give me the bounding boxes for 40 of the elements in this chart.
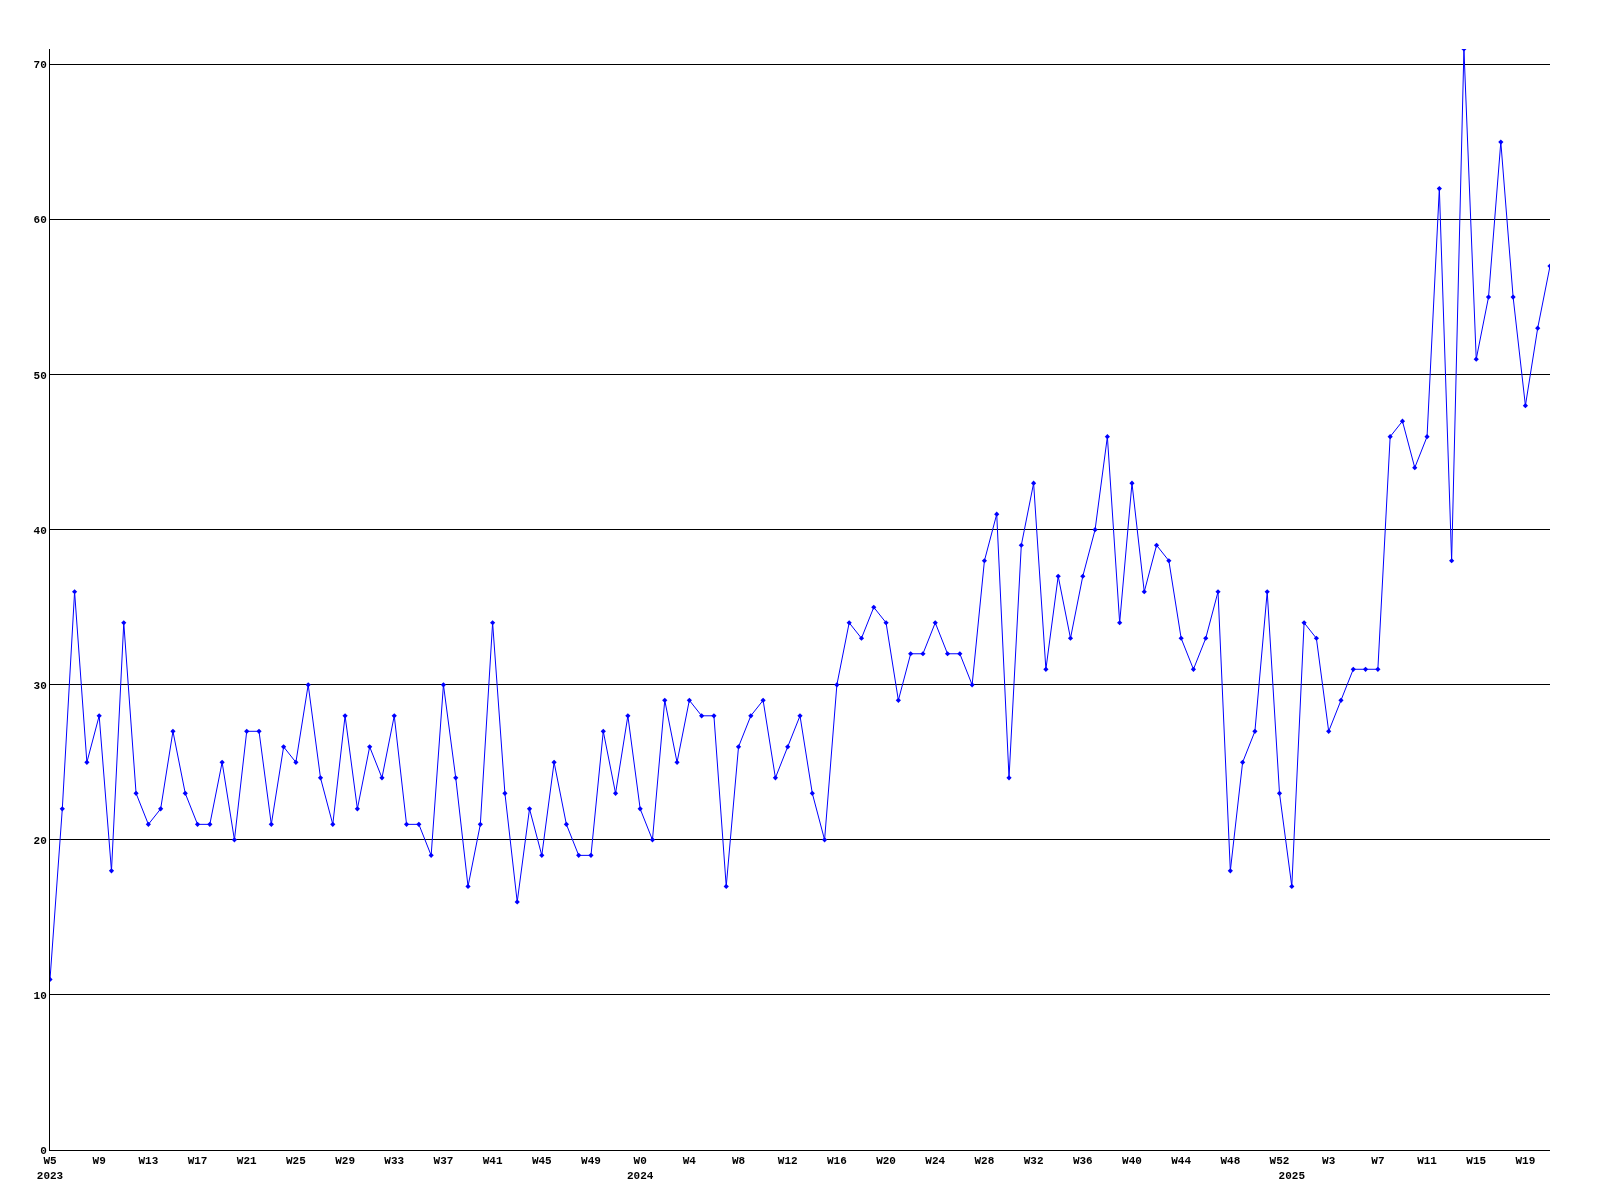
- y-tick-label: 70: [33, 59, 47, 72]
- y-tick-label: 30: [33, 679, 47, 692]
- x-tick-label: W48: [1220, 1155, 1241, 1168]
- y-tick-label: 50: [33, 369, 47, 382]
- y-tick-label: 10: [33, 989, 47, 1002]
- x-tick-label: W28: [974, 1155, 995, 1168]
- x-tick-label: W3: [1322, 1155, 1336, 1168]
- x-tick-label: W11: [1417, 1155, 1438, 1168]
- x-tick-label: W0 2024: [626, 1155, 654, 1182]
- x-tick-label: W19: [1515, 1155, 1536, 1168]
- x-tick-label: W36: [1072, 1155, 1093, 1168]
- x-tick-label: W4: [682, 1155, 697, 1168]
- y-tick-label: 20: [33, 834, 47, 847]
- x-tick-label: W25: [285, 1155, 307, 1168]
- x-tick-label: W29: [335, 1155, 355, 1168]
- x-tick-label: W9: [92, 1155, 106, 1168]
- x-tick-label: W24: [925, 1155, 946, 1168]
- x-tick-label: W45: [531, 1155, 553, 1168]
- x-tick-label: W20: [876, 1155, 896, 1168]
- x-tick-label: W32: [1023, 1155, 1044, 1168]
- y-tick-label: 40: [33, 524, 47, 537]
- x-tick-label: W41: [482, 1155, 503, 1168]
- x-tick-label: W44: [1171, 1155, 1192, 1168]
- x-tick-label: W7: [1371, 1155, 1385, 1168]
- x-tick-label: W15: [1466, 1155, 1487, 1168]
- x-tick-label: W21: [236, 1155, 258, 1168]
- x-tick-label: W33: [384, 1155, 405, 1168]
- x-tick-label: W12: [777, 1155, 798, 1168]
- y-tick-label: 60: [33, 214, 47, 227]
- x-tick-label: W37: [433, 1155, 454, 1168]
- y-tick-label: 0: [40, 1144, 47, 1157]
- x-tick-label: 2025: [1278, 1169, 1306, 1182]
- x-tick-label: W8: [731, 1155, 746, 1168]
- x-tick-label: W52: [1269, 1155, 1290, 1168]
- x-tick-label: W49: [581, 1155, 601, 1168]
- x-tick-label: W5 2023: [36, 1155, 64, 1182]
- x-tick-label: W13: [138, 1155, 159, 1168]
- x-tick-label: W40: [1122, 1155, 1142, 1168]
- x-tick-label: W16: [826, 1155, 847, 1168]
- x-tick-label: W17: [187, 1155, 208, 1168]
